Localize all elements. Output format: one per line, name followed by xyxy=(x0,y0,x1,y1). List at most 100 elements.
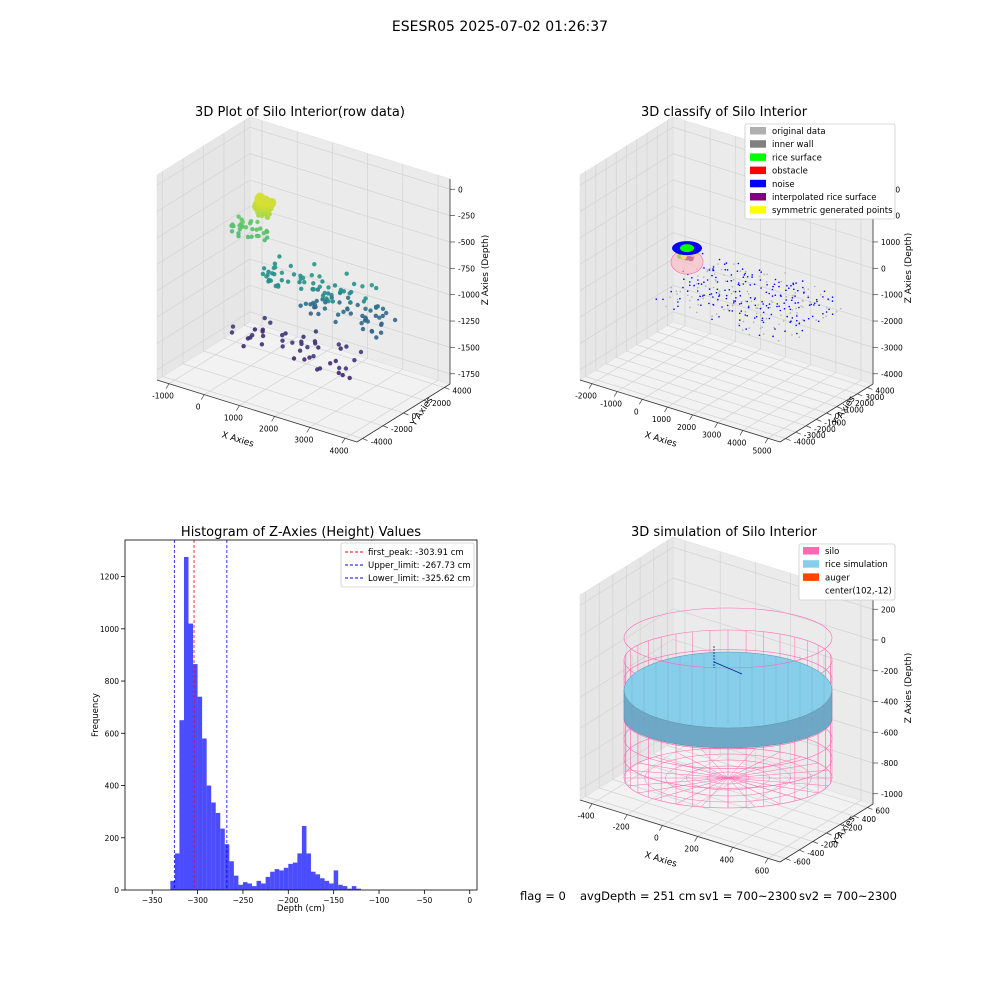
classify-point-noise xyxy=(785,289,787,292)
classify-point-original-data xyxy=(715,313,718,315)
raw-data-point xyxy=(266,279,271,284)
classify-point-noise xyxy=(761,319,763,322)
classify-point-noise xyxy=(776,303,779,305)
histogram-bar xyxy=(183,556,189,890)
classify-y-gridline xyxy=(636,344,837,407)
histogram-bar xyxy=(283,867,289,890)
raw-x-tick-label: 1000 xyxy=(224,414,243,423)
histogram-bar xyxy=(242,882,248,890)
histogram-x-tick-label: −350 xyxy=(142,896,163,905)
histogram-x-tick-label: −100 xyxy=(369,896,390,905)
raw-data-point xyxy=(237,227,243,232)
classify-point-noise xyxy=(725,297,728,300)
raw-data-point xyxy=(243,225,249,230)
simulation-y-gridline xyxy=(640,762,841,825)
simulation-panel: 3D simulation of Silo Interior -400-2000… xyxy=(577,525,914,875)
simulation-z-tick-label: -600 xyxy=(881,728,898,737)
silo-floor-spoke xyxy=(727,751,781,779)
raw-data-point xyxy=(302,280,307,285)
histogram-bar xyxy=(301,826,307,890)
raw-data-point xyxy=(265,229,270,235)
classify-x-tick-mark xyxy=(588,383,593,389)
silo-floor-ring xyxy=(706,771,750,785)
classify-point-original-data xyxy=(759,275,761,278)
histogram-bar xyxy=(279,870,284,890)
raw-data-point xyxy=(360,326,366,332)
classify-point-noise xyxy=(742,283,745,285)
silo-floor-spoke xyxy=(654,777,729,800)
raw-data-point xyxy=(384,310,389,316)
classify-point-original-data xyxy=(815,319,817,321)
classify-z-gridline xyxy=(579,205,874,269)
raw-data-point xyxy=(280,332,285,338)
raw-data-point xyxy=(326,291,331,296)
classify-z-tick-label: -3000 xyxy=(881,343,903,352)
simulation-y-gridline xyxy=(599,787,800,851)
raw-data-point xyxy=(299,341,304,347)
classify-point-noise xyxy=(772,285,774,288)
classify-y-tick-label: -1000 xyxy=(824,418,846,427)
classify-point-original-data xyxy=(689,306,691,309)
classify-point-noise xyxy=(718,258,721,261)
classify-point-original-data xyxy=(748,333,751,336)
raw-data-point xyxy=(260,333,266,339)
classify-point-noise xyxy=(738,284,741,287)
classify-point-original-data xyxy=(706,269,709,272)
classify-point-noise xyxy=(785,299,787,301)
histogram-bar xyxy=(206,785,212,890)
classify-x-tick-mark xyxy=(638,399,643,405)
raw-x-tick-label: 2000 xyxy=(259,424,278,433)
raw-panel-title: 3D Plot of Silo Interior(row data) xyxy=(195,105,405,120)
classify-point-original-data xyxy=(840,307,842,310)
silo-floor-spoke xyxy=(727,777,802,800)
classify-point-noise xyxy=(816,300,818,303)
raw-x-gridline xyxy=(204,131,298,395)
classify-point-original-data xyxy=(807,288,810,291)
classify-point-noise xyxy=(701,252,704,255)
raw-data-point xyxy=(341,309,346,314)
simulation-z-axis-label: Z Axies (Depth) xyxy=(904,653,914,724)
raw-data-point xyxy=(311,281,316,286)
raw-data-point xyxy=(373,313,378,318)
raw-z-gridline xyxy=(156,232,451,296)
classify-x-tick-mark xyxy=(714,422,719,428)
classify-point-original-data xyxy=(697,303,700,306)
simulation-x-gridline xyxy=(627,551,721,815)
classify-point-original-data xyxy=(697,275,699,277)
histogram-bar xyxy=(174,853,180,890)
histogram-bar xyxy=(197,696,203,890)
silo-floor-spoke xyxy=(654,756,729,779)
classify-x-tick-mark xyxy=(613,391,618,397)
classify-point-original-data xyxy=(759,327,762,330)
classify-y-gridline xyxy=(657,331,858,395)
histogram-plot: Histogram of Z-Axies (Height) Values −350… xyxy=(91,525,478,914)
classify-x-axis-line xyxy=(579,379,781,443)
silo-floor-ring xyxy=(644,753,812,803)
histogram-bar xyxy=(292,862,298,890)
classify-z-tick-label: -2000 xyxy=(881,317,903,326)
classify-point-noise xyxy=(813,304,815,306)
histogram-bar xyxy=(238,884,243,890)
classify-point-noise xyxy=(825,311,828,313)
classify-point-noise xyxy=(767,307,770,309)
simulation-x-tick-mark xyxy=(729,847,734,853)
classify-point-original-data xyxy=(687,294,689,297)
classify-point-noise xyxy=(742,276,745,279)
classify-point-noise xyxy=(776,305,778,308)
classify-y-tick-mark xyxy=(857,393,863,397)
classify-point-noise xyxy=(683,278,685,281)
raw-data-point xyxy=(392,317,398,323)
classify-point-original-data xyxy=(794,292,797,294)
classify-point-noise xyxy=(731,310,734,312)
classify-point-original-data xyxy=(780,314,782,317)
raw-data-point xyxy=(358,349,364,355)
histogram-bar xyxy=(297,853,302,890)
raw-data-point xyxy=(240,219,245,225)
raw-x-gridline xyxy=(274,153,368,417)
raw-y-tick-label: 4000 xyxy=(452,386,471,395)
raw-y-tick-mark xyxy=(382,425,389,429)
histogram-x-tick-label: −250 xyxy=(233,896,254,905)
raw-data-point xyxy=(236,214,241,219)
raw-z-tick-label: -1000 xyxy=(458,291,480,300)
classify-x-gridline xyxy=(717,159,812,423)
